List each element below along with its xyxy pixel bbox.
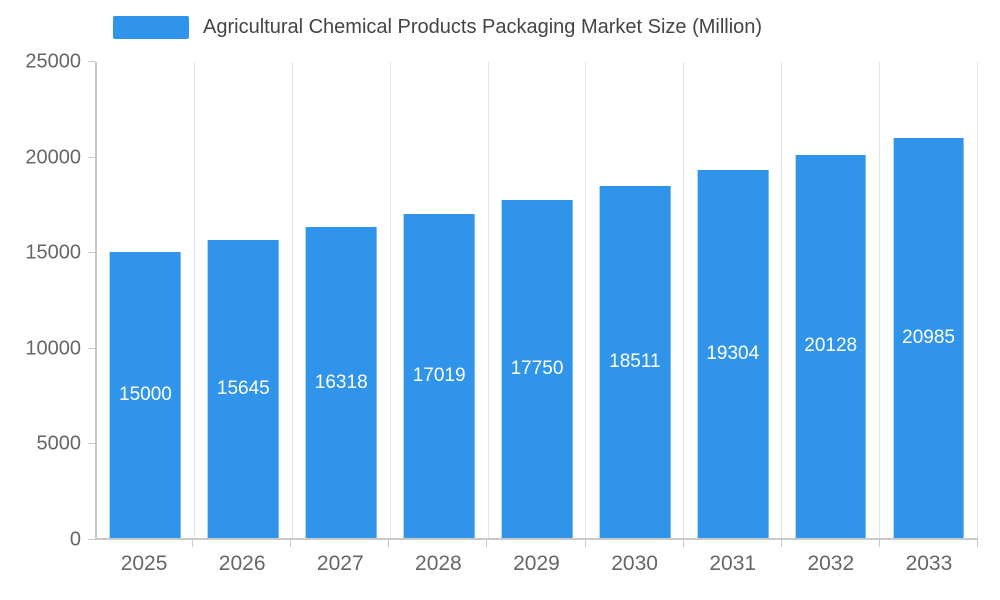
y-tick-label: 15000: [25, 241, 81, 264]
category-band: 19304: [684, 62, 783, 538]
plot-area: 15000 15645 16318 17019 17750 18511 19304 20128…: [95, 62, 979, 540]
x-tick-label: 2028: [389, 540, 488, 584]
legend: Agricultural Chemical Products Packaging…: [113, 16, 762, 39]
y-tick-label: 0: [69, 528, 81, 551]
x-tick-mark: [290, 540, 292, 547]
category-band: 18511: [586, 62, 685, 538]
y-tick-mark: [88, 156, 95, 158]
bar[interactable]: 20128: [795, 154, 867, 538]
y-tick-mark: [88, 61, 95, 62]
x-tick-label: 2030: [586, 540, 684, 584]
y-tick-label: 5000: [36, 432, 82, 455]
chart-title: Agricultural Chemical Products Packaging…: [203, 16, 763, 38]
x-tick-label: 2025: [95, 540, 194, 584]
bar[interactable]: 15000: [110, 252, 181, 538]
y-tick-label: 25000: [25, 50, 81, 73]
legend-swatch[interactable]: [113, 16, 189, 39]
x-tick-label: 2026: [193, 540, 292, 584]
x-tick-mark: [682, 540, 684, 547]
y-tick-mark: [88, 539, 95, 540]
bar[interactable]: 17019: [403, 213, 475, 538]
category-band: 15000: [97, 62, 195, 538]
x-tick-label: 2032: [782, 540, 880, 584]
category-band: 16318: [293, 62, 391, 538]
y-tick-label: 10000: [25, 337, 81, 360]
bar[interactable]: 19304: [697, 170, 769, 538]
category-band: 20128: [782, 62, 881, 538]
category-band: 20985: [880, 62, 979, 538]
x-tick-mark: [584, 540, 586, 547]
bar[interactable]: 16318: [305, 227, 377, 538]
x-tick-label: 2033: [880, 540, 978, 584]
x-tick-mark: [192, 540, 194, 547]
x-tick-label: 2031: [684, 540, 782, 584]
x-axis: 2025 2026 2027 2028 2029 2030 2031 2032 2033: [95, 540, 978, 584]
bar-value-label: 15000: [119, 384, 172, 406]
bar[interactable]: 15645: [207, 240, 279, 538]
bar-value-label: 18511: [609, 350, 661, 372]
x-tick-mark: [878, 540, 880, 547]
x-tick-mark: [976, 540, 978, 547]
category-band: 17750: [489, 62, 587, 538]
bar-value-label: 17750: [510, 358, 564, 380]
category-band: 15645: [195, 62, 293, 538]
y-tick-label: 20000: [25, 146, 81, 169]
y-tick-mark: [88, 443, 95, 445]
bar[interactable]: 18511: [599, 185, 671, 538]
x-tick-label: 2029: [487, 540, 586, 584]
x-tick-mark: [780, 540, 782, 547]
bar-value-label: 15645: [216, 378, 270, 400]
bar[interactable]: 17750: [501, 200, 573, 538]
bar-value-label: 17019: [412, 364, 466, 386]
x-tick-mark: [388, 540, 390, 547]
bar[interactable]: 20985: [893, 138, 964, 538]
x-tick-label: 2027: [291, 540, 390, 584]
bar-value-label: 19304: [706, 343, 760, 365]
x-tick-mark: [486, 540, 488, 547]
category-band: 17019: [391, 62, 489, 538]
y-tick-mark: [88, 252, 95, 254]
y-axis: 0 5000 10000 15000 20000 25000: [0, 51, 95, 551]
bar-value-label: 20985: [902, 327, 955, 349]
bar-value-label: 20128: [804, 335, 858, 357]
plot-wrap: 0 5000 10000 15000 20000 25000 15000 15645 1631…: [25, 51, 979, 575]
y-tick-mark: [88, 347, 95, 349]
bar-value-label: 16318: [314, 371, 368, 393]
